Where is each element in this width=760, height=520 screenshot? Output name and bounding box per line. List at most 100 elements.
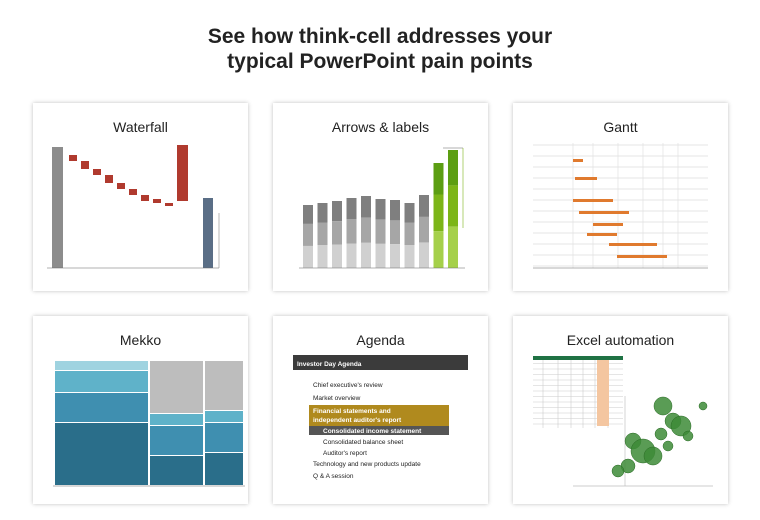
shape: [448, 185, 458, 227]
agenda-item: Financial statements and: [313, 408, 391, 415]
card-preview: Gantt: [533, 119, 708, 269]
shape: [55, 361, 148, 370]
shape: [105, 175, 113, 183]
shape: [533, 356, 623, 360]
shape: [150, 414, 203, 425]
shape: [419, 216, 429, 243]
shape: [141, 195, 149, 201]
shape: [404, 245, 415, 268]
shape: [375, 243, 386, 268]
card-preview: Arrows & labels: [299, 119, 465, 269]
agenda-item: Technology and new products update: [313, 461, 421, 468]
shape: [390, 220, 400, 245]
shape: [150, 426, 203, 455]
card-preview: Excel automation: [533, 332, 713, 487]
feature-card[interactable]: Agenda Investor Day Agenda Chief executive…: [273, 316, 488, 504]
feature-card[interactable]: Excel automation: [513, 316, 728, 504]
shape: [587, 233, 617, 236]
shape: [419, 195, 429, 217]
bubble: [653, 396, 673, 416]
card-preview: Agenda Investor Day Agenda Chief executive…: [293, 332, 468, 480]
shape: [346, 198, 357, 219]
shape: [332, 201, 342, 222]
bubble: [682, 430, 694, 442]
shape: [309, 405, 449, 426]
shape: [448, 150, 458, 186]
shape: [609, 243, 657, 246]
shape: [593, 223, 623, 226]
shape: [375, 219, 386, 244]
shape: [579, 211, 629, 214]
bubble: [654, 427, 668, 441]
shape: [55, 423, 148, 485]
headline: See how think-cell addresses your: [207, 25, 553, 48]
shape: [93, 169, 101, 175]
card-title: Excel automation: [567, 332, 674, 348]
agenda-subitem: Auditor's report: [323, 450, 367, 457]
shape: [205, 411, 243, 422]
shape: [205, 361, 243, 410]
shape: [303, 245, 313, 268]
shape: [55, 371, 148, 392]
shape: [129, 189, 137, 195]
shape: [533, 356, 623, 428]
shape: [303, 205, 313, 224]
card-title: Arrows & labels: [332, 119, 429, 135]
card-title: Gantt: [603, 119, 637, 135]
agenda-item: Q & A session: [313, 473, 354, 480]
shape: [433, 231, 444, 268]
shape: [205, 453, 243, 485]
shape: [150, 361, 203, 413]
feature-card[interactable]: Gantt: [513, 103, 728, 291]
card-title: Mekko: [120, 332, 161, 348]
shape: [317, 245, 328, 268]
shape: [419, 242, 429, 268]
shape: [165, 203, 173, 206]
shape: [69, 155, 77, 161]
feature-card[interactable]: Arrows & labels: [273, 103, 488, 291]
agenda-item: Chief executive's review: [313, 382, 383, 389]
shape: [573, 199, 613, 202]
bubble: [643, 446, 663, 466]
card-title: Agenda: [356, 332, 404, 348]
bubble: [662, 440, 674, 452]
shape: [390, 244, 400, 268]
shape: [153, 199, 161, 203]
shape: [309, 426, 449, 435]
shape: [317, 203, 328, 223]
shape: [303, 223, 313, 246]
shape: [575, 177, 597, 180]
shape: [617, 255, 667, 258]
shape: [597, 360, 609, 426]
card-preview: Waterfall: [47, 119, 220, 269]
bubble: [670, 415, 692, 437]
shape: [317, 222, 328, 246]
agenda-subitem: Consolidated income statement: [323, 428, 422, 435]
shape: [332, 221, 342, 245]
feature-card[interactable]: Waterfall: [33, 103, 248, 291]
shape: [55, 393, 148, 422]
agenda-title: Investor Day Agenda: [297, 361, 362, 368]
shape: [293, 355, 468, 370]
card-title: Waterfall: [113, 119, 168, 135]
shape: [346, 219, 357, 244]
shape: [346, 243, 357, 268]
agenda-subitem: Consolidated balance sheet: [323, 439, 403, 446]
shape: [433, 194, 444, 232]
shape: [332, 244, 342, 268]
shape: [375, 199, 386, 220]
shape: [117, 183, 125, 189]
headline: typical PowerPoint pain points: [227, 50, 533, 73]
agenda-item: independent auditor's report: [313, 417, 402, 424]
shape: [448, 226, 458, 268]
feature-card[interactable]: Mekko: [33, 316, 248, 504]
shape: [361, 242, 371, 268]
shape: [52, 147, 63, 268]
shape: [404, 222, 415, 246]
shape: [81, 161, 89, 169]
shape: [433, 163, 444, 195]
shape: [390, 200, 400, 221]
bubble: [611, 464, 625, 478]
